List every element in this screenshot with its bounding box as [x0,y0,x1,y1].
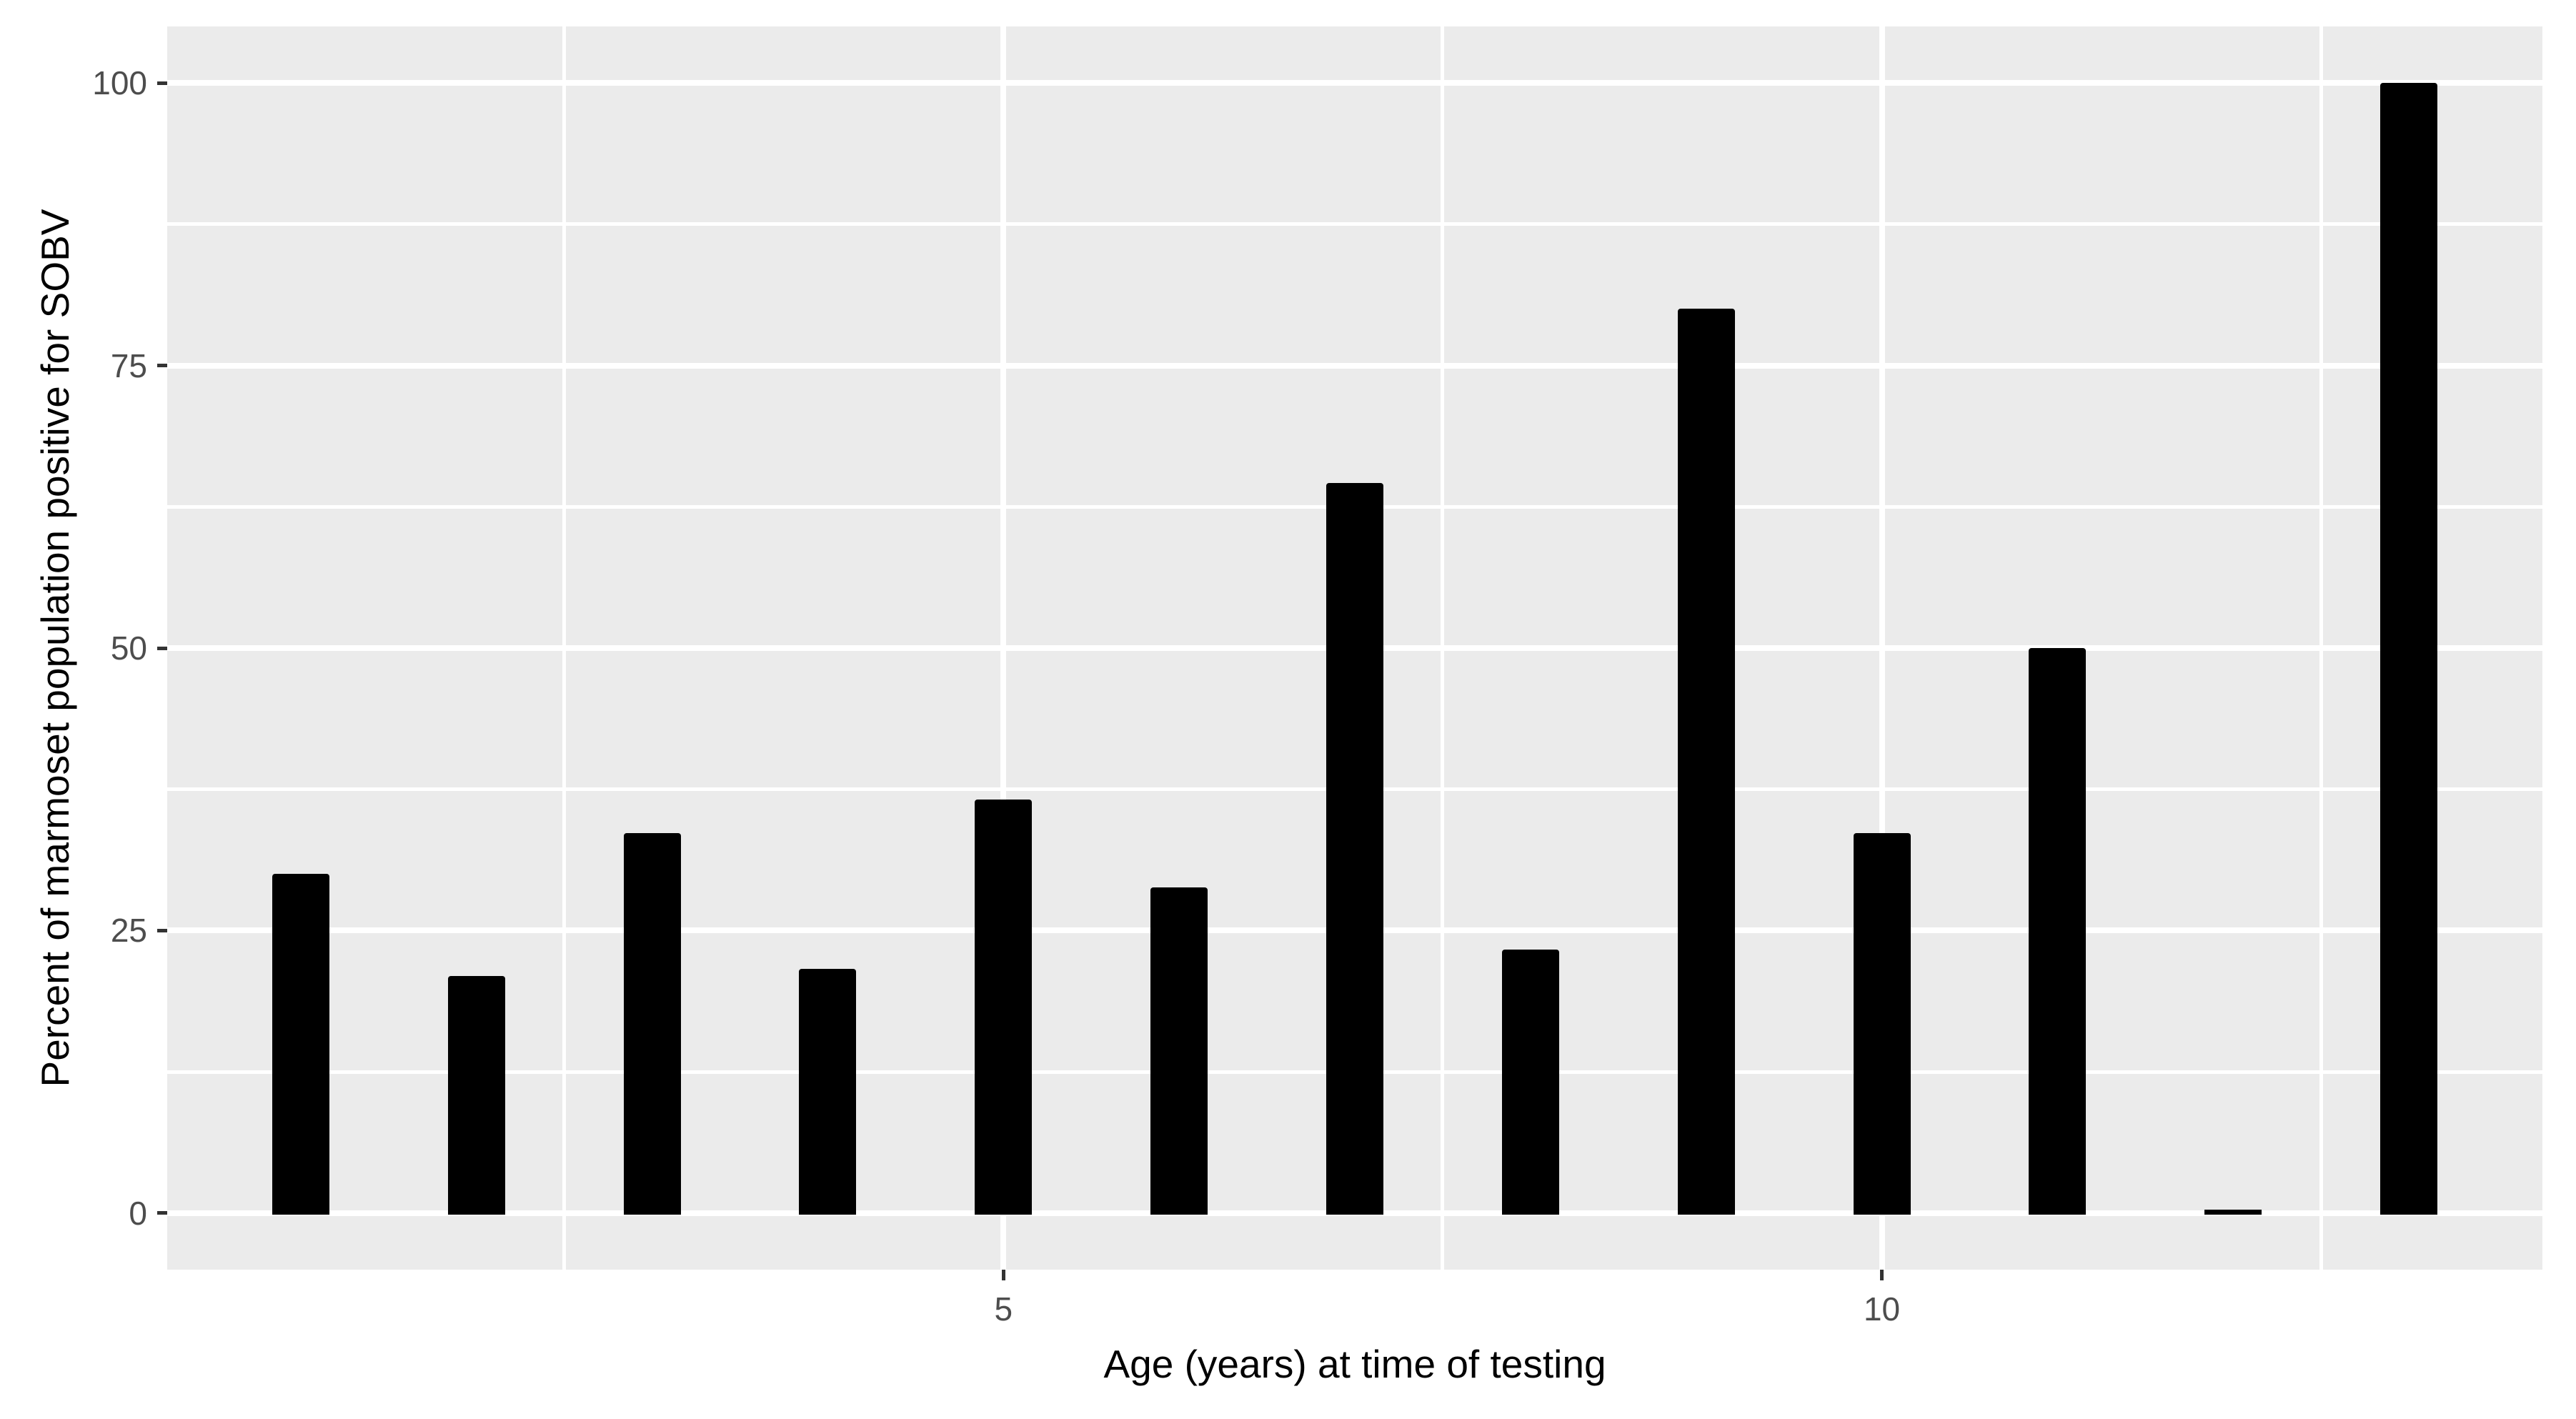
gridline-y-minor [167,222,2542,226]
y-tick-mark [157,646,167,650]
y-tick-mark [157,81,167,85]
gridline-y-major [167,80,2542,86]
bar-age-12 [2204,1210,2262,1215]
gridline-x-major [1000,26,1007,1270]
y-tick-label: 100 [92,64,147,102]
y-tick-label: 0 [129,1194,147,1232]
x-axis-title: Age (years) at time of testing [1103,1342,1606,1386]
y-tick-mark [157,928,167,932]
bar-age-3 [623,833,681,1215]
x-tick-label: 10 [1863,1290,1901,1328]
y-tick-mark [157,364,167,368]
bar-age-8 [1501,950,1559,1215]
bar-age-4 [799,969,857,1215]
plot-panel [167,26,2542,1270]
y-tick-label: 50 [110,629,147,667]
x-tick-label: 5 [994,1290,1013,1328]
bar-age-5 [975,799,1033,1215]
gridline-x-major [1879,26,1885,1270]
bar-age-7 [1326,483,1383,1215]
y-tick-label: 25 [110,912,147,950]
gridline-y-major [167,362,2542,369]
x-tick-mark [1001,1270,1005,1280]
bar-age-2 [447,975,505,1215]
y-tick-mark [157,1211,167,1215]
bar-age-1 [272,874,329,1215]
bar-age-11 [2029,648,2087,1215]
bar-age-10 [1853,833,1911,1215]
bar-age-6 [1150,887,1208,1215]
y-tick-label: 75 [110,347,147,384]
x-tick-mark [1880,1270,1884,1280]
bar-age-9 [1677,309,1735,1215]
bar-age-13 [2380,83,2438,1215]
